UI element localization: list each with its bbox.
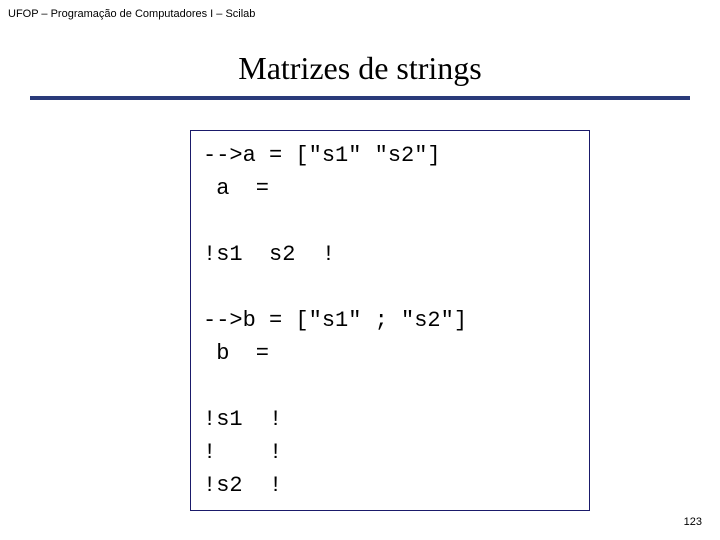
code-line: b = xyxy=(203,341,269,366)
code-line: a = xyxy=(203,176,269,201)
slide-title: Matrizes de strings xyxy=(0,50,720,87)
title-underline xyxy=(30,96,690,100)
code-line: !s2 ! xyxy=(203,473,282,498)
code-line: -->a = ["s1" "s2"] xyxy=(203,143,441,168)
code-line: !s1 ! xyxy=(203,407,282,432)
code-box: -->a = ["s1" "s2"] a = !s1 s2 ! -->b = [… xyxy=(190,130,590,511)
header-text: UFOP – Programação de Computadores I – S… xyxy=(8,8,255,20)
slide-container: UFOP – Programação de Computadores I – S… xyxy=(0,0,720,540)
code-line: !s1 s2 ! xyxy=(203,242,335,267)
code-line: ! ! xyxy=(203,440,282,465)
page-number: 123 xyxy=(684,516,702,528)
code-line: -->b = ["s1" ; "s2"] xyxy=(203,308,467,333)
